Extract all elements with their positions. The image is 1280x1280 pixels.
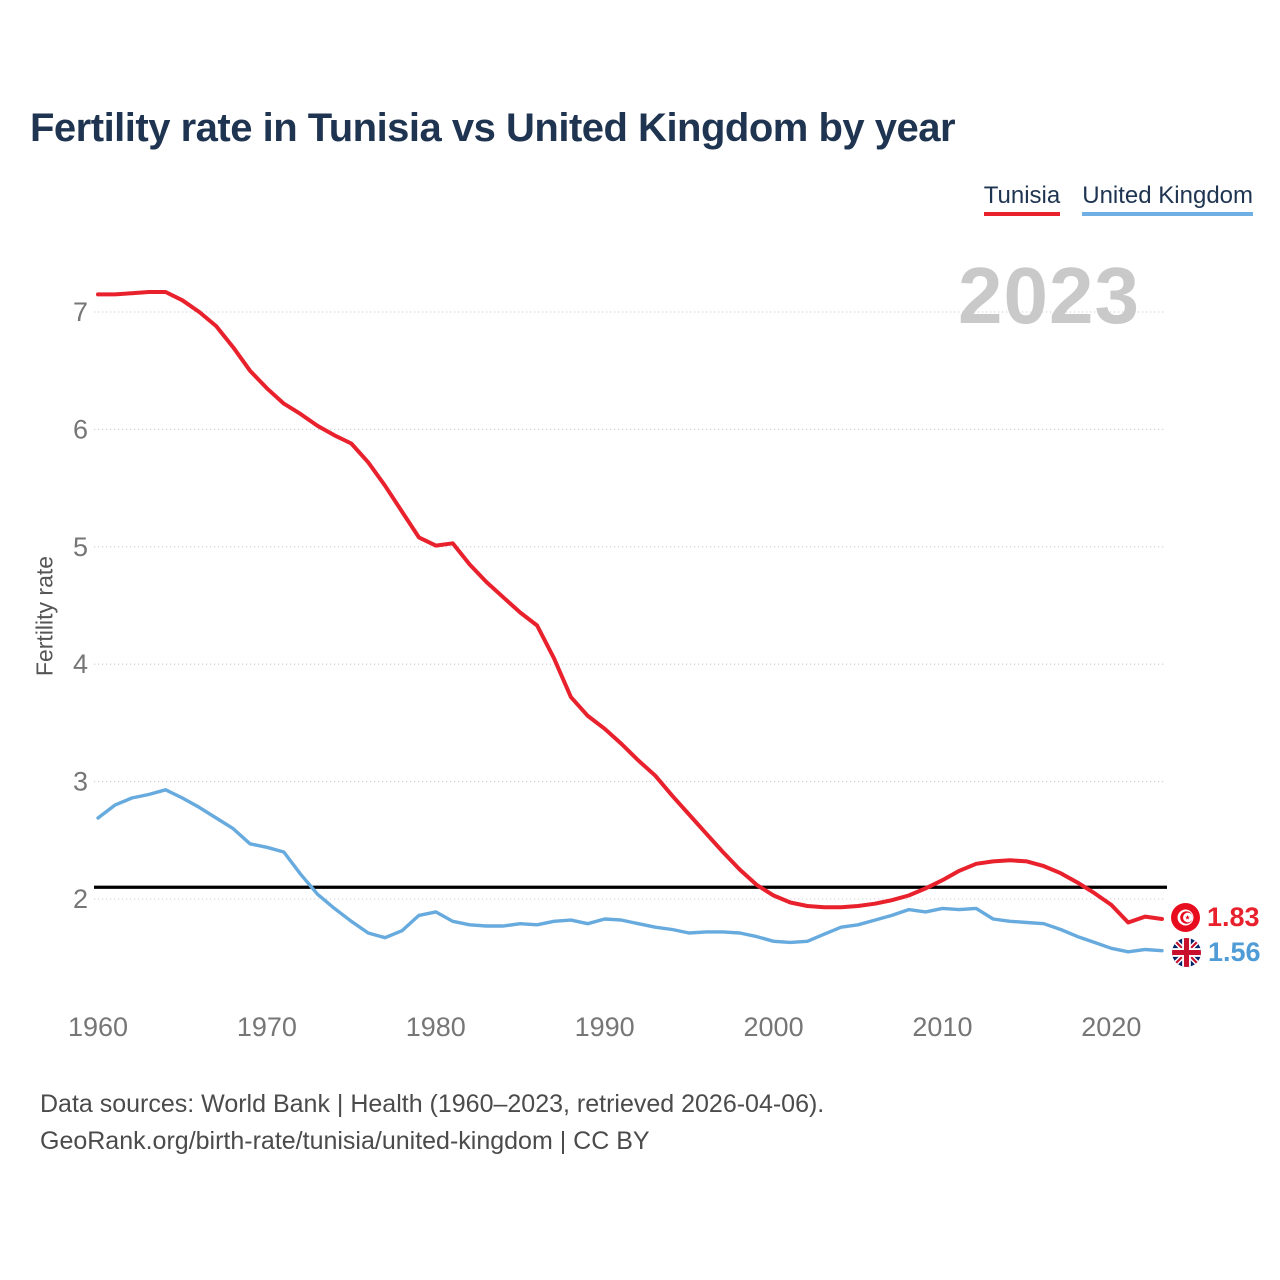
legend-label-tunisia: Tunisia (983, 182, 1061, 209)
x-tick-label: 1990 (575, 1012, 635, 1042)
footer-sources-line: Data sources: World Bank | Health (1960–… (40, 1090, 825, 1118)
x-tick-label: 2010 (912, 1012, 972, 1042)
y-tick-label: 4 (73, 649, 88, 679)
y-tick-label: 5 (73, 532, 88, 562)
united-kingdom-line (96, 788, 1164, 954)
y-tick-label: 3 (73, 767, 88, 797)
x-tick-label: 1980 (406, 1012, 466, 1042)
y-tick-label: 7 (73, 297, 88, 327)
legend-item-united-kingdom[interactable]: United Kingdom (1082, 183, 1253, 216)
legend-item-tunisia[interactable]: Tunisia (983, 182, 1061, 216)
star-glyph (1185, 915, 1190, 920)
end-label-uk: 1.56 (1172, 938, 1261, 967)
legend-label-united-kingdom: United Kingdom (1082, 182, 1253, 209)
tunisia-flag-icon (1171, 903, 1200, 932)
x-tick-label: 2020 (1081, 1012, 1141, 1042)
page-title: Fertility rate in Tunisia vs United King… (30, 106, 956, 150)
x-tick-label: 1960 (68, 1012, 128, 1042)
legend: Tunisia United Kingdom (983, 182, 1253, 216)
footer: Data sources: World Bank | Health (1960–… (40, 1086, 824, 1160)
x-tick-label: 1970 (237, 1012, 297, 1042)
legend-underline-tunisia (983, 212, 1061, 216)
year-watermark: 2023 (958, 251, 1140, 340)
y-tick-label: 6 (73, 414, 88, 444)
end-label-tunisia: 1.83 (1171, 903, 1260, 932)
tunisia-line (96, 290, 1164, 925)
footer-attribution-line: GeoRank.org/birth-rate/tunisia/united-ki… (40, 1127, 650, 1155)
tunisia-current-value: 1.83 (1207, 902, 1260, 932)
uk-current-value: 1.56 (1208, 937, 1261, 967)
legend-underline-united-kingdom (1082, 212, 1253, 216)
x-tick-label: 2000 (744, 1012, 804, 1042)
uk-flag-icon (1172, 938, 1201, 967)
y-tick-label: 2 (73, 884, 88, 914)
